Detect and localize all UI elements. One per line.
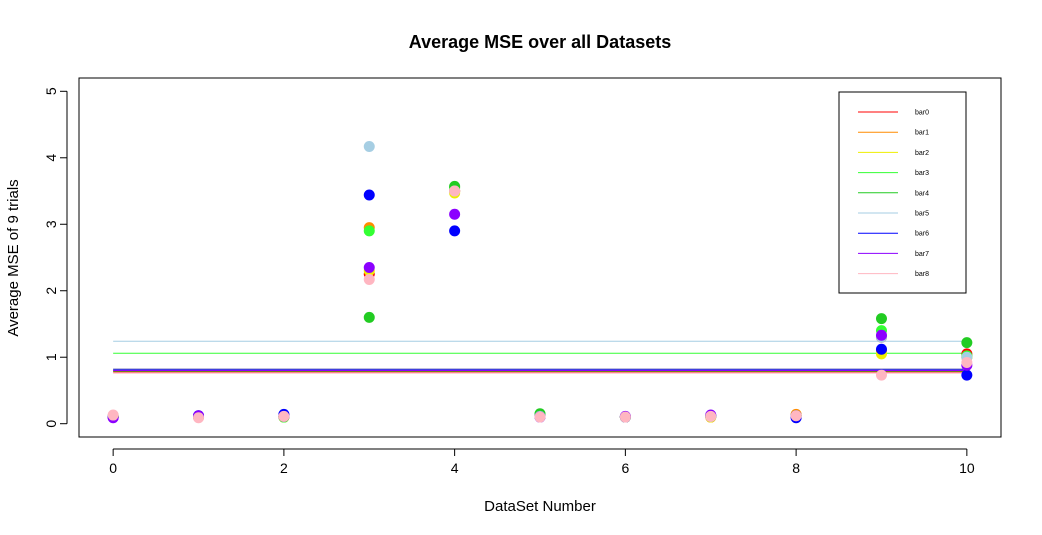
legend-label-bar0: bar0: [915, 110, 929, 117]
point-bar4-x10: [961, 337, 973, 349]
point-bar8-x9: [875, 369, 887, 381]
y-tick-label-5: 5: [43, 87, 59, 95]
point-bar6-x9: [875, 343, 887, 355]
point-bar6-x3: [363, 189, 375, 201]
point-bar8-x4: [449, 185, 461, 197]
x-axis: 0 2 4 6 8 10: [109, 448, 975, 476]
x-tick-label-10: 10: [959, 460, 975, 476]
points-layer: [107, 140, 973, 424]
legend-label-bar3: bar3: [915, 170, 929, 177]
point-bar6-x10: [961, 369, 973, 381]
y-tick-label-2: 2: [43, 287, 59, 295]
point-bar7-x3: [363, 261, 375, 273]
point-bar8-x6: [619, 411, 631, 423]
point-bar8-x10: [961, 357, 973, 369]
point-bar4-x3: [363, 311, 375, 323]
y-tick-label-4: 4: [43, 154, 59, 162]
legend-label-bar5: bar5: [915, 211, 929, 218]
legend: bar0 bar1 bar2 bar3 bar4 bar5 bar6 bar7 bar8: [838, 91, 967, 294]
chart-title: Average MSE over all Datasets: [409, 32, 671, 52]
point-bar3-x3: [363, 225, 375, 237]
point-bar8-x2: [278, 410, 290, 422]
y-tick-label-1: 1: [43, 353, 59, 361]
y-tick-label-3: 3: [43, 220, 59, 228]
plot-frame: [78, 77, 1002, 438]
x-tick-label-8: 8: [792, 460, 800, 476]
legend-label-bar8: bar8: [915, 271, 929, 278]
legend-label-bar6: bar6: [915, 231, 929, 238]
point-bar8-x7: [705, 410, 717, 422]
legend-label-bar1: bar1: [915, 130, 929, 137]
point-bar6-x4: [449, 225, 461, 237]
point-bar8-x8: [790, 410, 802, 422]
point-bar7-x9: [875, 329, 887, 341]
legend-label-bar4: bar4: [915, 190, 929, 197]
x-tick-label-4: 4: [451, 460, 459, 476]
point-bar4-x9: [875, 313, 887, 325]
legend-label-bar7: bar7: [915, 251, 929, 258]
point-bar8-x0: [107, 409, 119, 421]
point-bar8-x3: [363, 273, 375, 285]
point-bar5-x3: [363, 140, 375, 152]
x-tick-label-2: 2: [280, 460, 288, 476]
x-axis-label: DataSet Number: [484, 498, 596, 515]
x-tick-label-0: 0: [109, 460, 117, 476]
x-tick-label-6: 6: [621, 460, 629, 476]
legend-label-bar2: bar2: [915, 150, 929, 157]
y-axis: 0 1 2 3 4 5: [43, 87, 68, 428]
mean-lines-layer: [113, 340, 967, 374]
point-bar8-x1: [193, 412, 205, 424]
y-axis-label: Average MSE of 9 trials: [5, 179, 22, 336]
y-tick-label-0: 0: [43, 420, 59, 428]
point-bar7-x4: [449, 208, 461, 220]
point-bar8-x5: [534, 411, 546, 423]
